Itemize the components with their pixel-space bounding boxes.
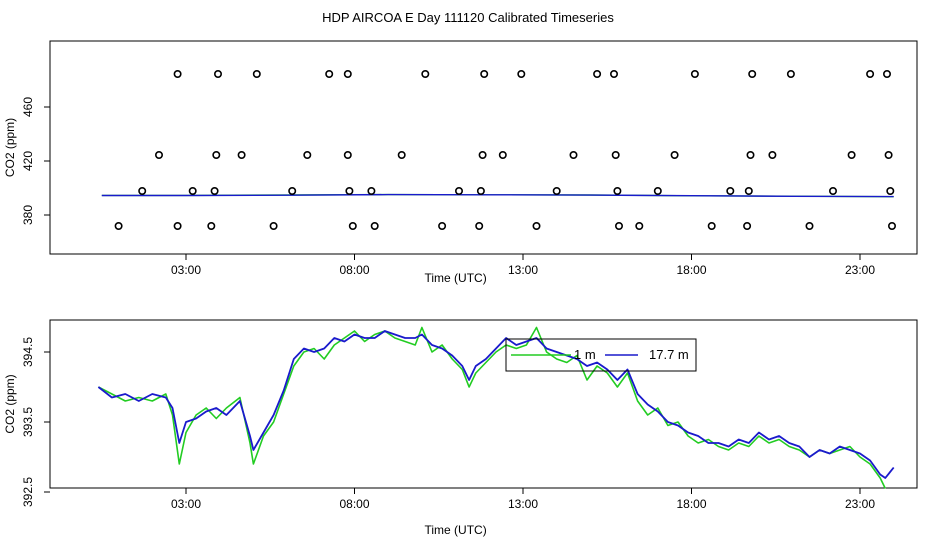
data-point — [744, 187, 753, 196]
data-point — [475, 222, 484, 231]
data-point — [325, 70, 334, 79]
legend: 1 m 17.7 m — [505, 338, 697, 372]
data-point — [345, 187, 354, 196]
data-point — [114, 222, 123, 231]
data-point — [367, 187, 376, 196]
data-point — [887, 222, 896, 231]
y-tick-label: 420 — [21, 151, 35, 171]
data-point — [288, 187, 297, 196]
data-point — [438, 222, 447, 231]
series-line-177-m — [97, 330, 895, 479]
data-point — [805, 222, 814, 231]
legend-label: 17.7 m — [649, 347, 689, 362]
y-tick-label: 392.5 — [21, 477, 35, 507]
data-point — [786, 70, 795, 79]
legend-box — [505, 338, 697, 372]
x-tick-label: 18:00 — [676, 497, 706, 511]
data-point — [269, 222, 278, 231]
data-point — [343, 151, 352, 160]
x-tick-label: 03:00 — [171, 263, 201, 277]
data-point — [173, 222, 182, 231]
data-point — [188, 187, 197, 196]
x-tick-label: 08:00 — [339, 263, 369, 277]
y-tick-label: 393.5 — [21, 407, 35, 437]
data-point — [611, 151, 620, 160]
data-point — [882, 70, 891, 79]
data-point — [210, 187, 219, 196]
data-point — [884, 151, 893, 160]
data-point — [866, 70, 875, 79]
data-point — [532, 222, 541, 231]
x-tick-label: 23:00 — [845, 263, 875, 277]
plot-frame — [49, 40, 918, 255]
figure-title: HDP AIRCOA E Day 111120 Calibrated Times… — [322, 10, 614, 25]
data-point — [635, 222, 644, 231]
y-axis-label: CO2 (ppm) — [3, 118, 17, 177]
data-point — [552, 187, 561, 196]
x-tick-label: 13:00 — [508, 497, 538, 511]
data-point — [207, 222, 216, 231]
y-tick-label: 394.5 — [21, 337, 35, 367]
x-axis-label: Time (UTC) — [424, 271, 486, 285]
data-point — [609, 70, 618, 79]
data-point — [743, 222, 752, 231]
data-point — [214, 70, 223, 79]
data-point — [370, 222, 379, 231]
x-tick-label: 03:00 — [171, 497, 201, 511]
data-point — [480, 70, 489, 79]
data-point — [252, 70, 261, 79]
x-tick-label: 18:00 — [676, 263, 706, 277]
series-line — [101, 193, 894, 198]
x-tick-label: 23:00 — [845, 497, 875, 511]
data-point — [690, 70, 699, 79]
x-tick-label: 13:00 — [508, 263, 538, 277]
data-point — [212, 151, 221, 160]
legend-label: 1 m — [574, 347, 596, 362]
data-point — [886, 187, 895, 196]
data-point — [670, 151, 679, 160]
data-point — [746, 151, 755, 160]
data-point — [726, 187, 735, 196]
data-point — [303, 151, 312, 160]
data-point — [343, 70, 352, 79]
data-point — [569, 151, 578, 160]
data-point — [614, 222, 623, 231]
data-point — [748, 70, 757, 79]
data-point — [421, 70, 430, 79]
data-point — [454, 187, 463, 196]
plot-frame — [49, 319, 918, 489]
data-point — [348, 222, 357, 231]
y-tick-label: 380 — [21, 205, 35, 225]
data-point — [173, 70, 182, 79]
data-point — [517, 70, 526, 79]
y-tick-label: 460 — [21, 97, 35, 117]
data-point — [768, 151, 777, 160]
data-point — [653, 187, 662, 196]
data-point — [613, 187, 622, 196]
x-tick-label: 08:00 — [339, 497, 369, 511]
bottom-panel: 03:00 08:00 13:00 18:00 23:00 Time (UTC) 392.5… — [3, 319, 918, 537]
top-panel: 03:00 08:00 13:00 18:00 23:00 Time (UTC) 380 42… — [3, 40, 918, 285]
data-point — [397, 151, 406, 160]
y-axis-label: CO2 (ppm) — [3, 374, 17, 433]
data-point — [138, 187, 147, 196]
data-point — [478, 151, 487, 160]
data-point — [155, 151, 164, 160]
data-point — [847, 151, 856, 160]
data-point — [498, 151, 507, 160]
data-point — [237, 151, 246, 160]
data-point — [593, 70, 602, 79]
data-point — [476, 187, 485, 196]
data-point — [828, 187, 837, 196]
x-axis-label: Time (UTC) — [424, 523, 486, 537]
data-point — [707, 222, 716, 231]
